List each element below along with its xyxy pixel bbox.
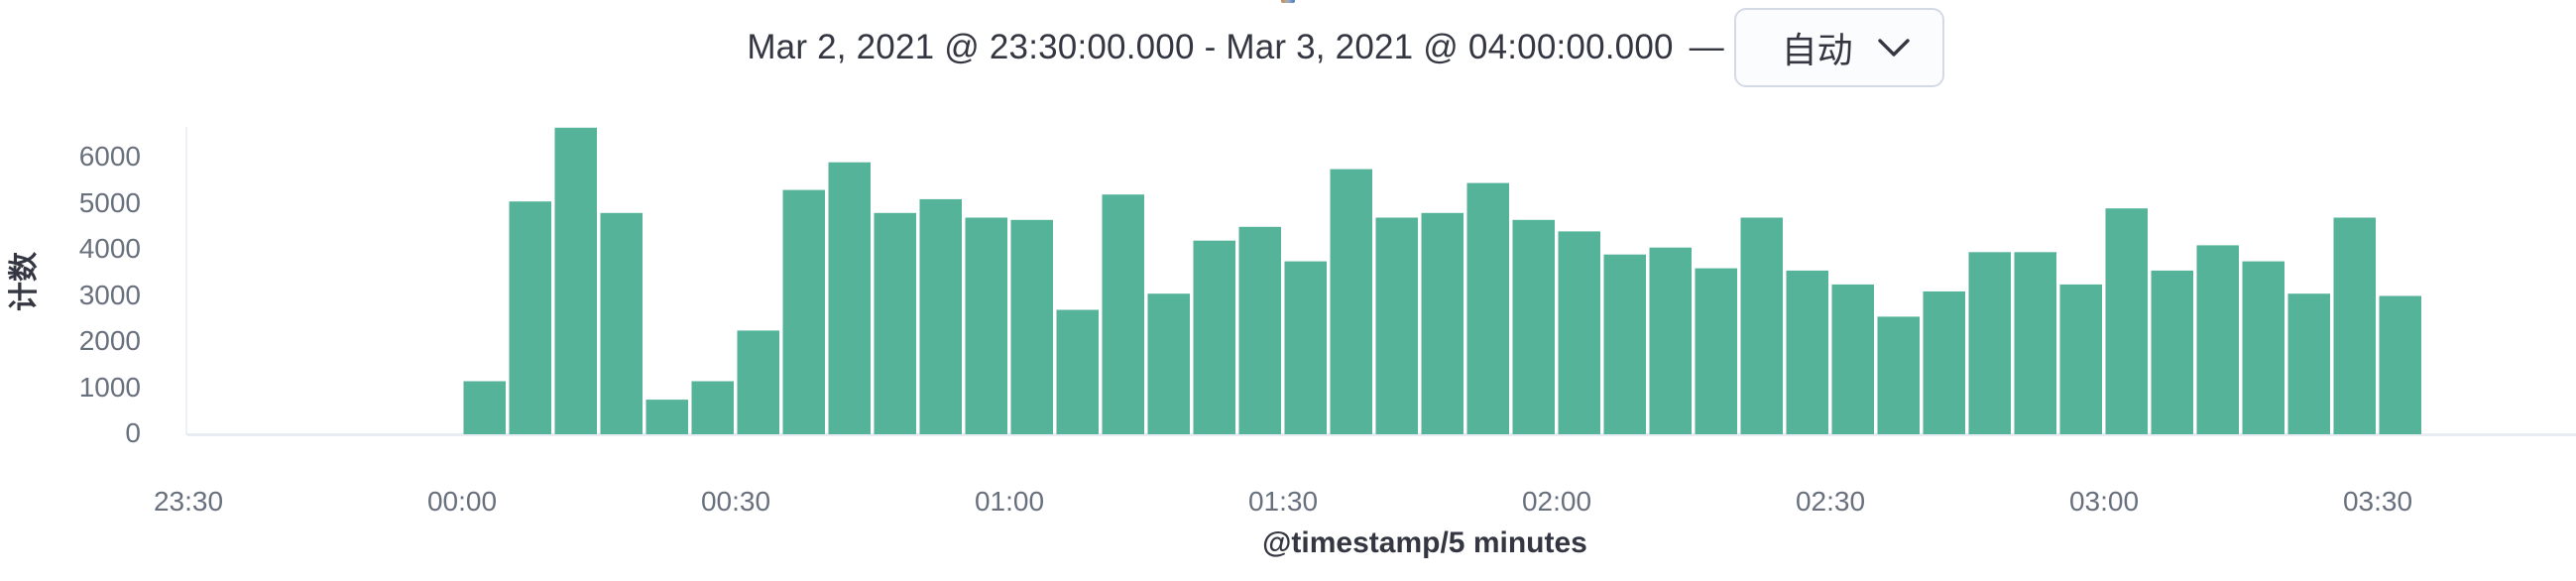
y-tick-label: 0 xyxy=(125,417,141,448)
title-separator: — xyxy=(1689,28,1724,66)
histogram-bar[interactable] xyxy=(782,189,826,434)
histogram-bar[interactable] xyxy=(1056,309,1100,435)
y-tick-label: 1000 xyxy=(78,371,141,403)
x-tick-label: 02:00 xyxy=(1521,486,1592,517)
interval-select[interactable]: 自动 xyxy=(1733,8,1944,87)
x-tick-label: 00:00 xyxy=(426,486,498,517)
histogram-bar[interactable] xyxy=(463,381,507,435)
x-tick-label: 02:30 xyxy=(1795,486,1866,517)
y-tick-label: 6000 xyxy=(78,141,141,172)
histogram-bar[interactable] xyxy=(2059,284,2103,434)
histogram-bar[interactable] xyxy=(1877,316,1921,434)
histogram-bar[interactable] xyxy=(691,381,735,435)
histogram-bar[interactable] xyxy=(1421,212,1464,434)
histogram-bar[interactable] xyxy=(2014,252,2057,434)
histogram-bar[interactable] xyxy=(2379,295,2422,435)
y-tick-label: 2000 xyxy=(78,325,141,356)
histogram-bar[interactable] xyxy=(1466,182,1510,434)
histogram-bar[interactable] xyxy=(1923,290,1966,434)
chevron-down-icon xyxy=(1877,39,1910,57)
x-axis-title: @timestamp/5 minutes xyxy=(1262,526,1587,559)
histogram-bar[interactable] xyxy=(965,217,1008,435)
histogram-bar[interactable] xyxy=(554,127,598,435)
y-tick-label: 5000 xyxy=(78,186,141,218)
histogram-bar[interactable] xyxy=(1695,268,1738,434)
x-tick-label: 00:30 xyxy=(700,486,771,517)
histogram-bar[interactable] xyxy=(1375,217,1419,435)
histogram-bar[interactable] xyxy=(645,400,689,434)
y-axis-line xyxy=(185,127,187,435)
y-tick-label: 3000 xyxy=(78,279,141,310)
histogram-bar[interactable] xyxy=(1330,169,1373,434)
histogram-bar[interactable] xyxy=(2287,293,2331,434)
histogram-bar[interactable] xyxy=(2196,245,2240,434)
histogram-bar[interactable] xyxy=(1968,252,2012,434)
histogram-bar[interactable] xyxy=(1831,284,1875,434)
x-axis-baseline xyxy=(187,433,2576,436)
histogram-bar[interactable] xyxy=(1193,240,1236,434)
histogram-bar[interactable] xyxy=(2242,261,2285,434)
histogram-bar[interactable] xyxy=(2151,270,2194,434)
histogram-bar[interactable] xyxy=(2105,208,2149,434)
histogram-bar[interactable] xyxy=(1147,293,1191,434)
y-tick-label: 4000 xyxy=(78,233,141,264)
histogram-bar[interactable] xyxy=(1238,226,1282,434)
histogram-bar[interactable] xyxy=(1558,231,1601,434)
histogram-bar[interactable] xyxy=(600,212,644,434)
histogram-bar[interactable] xyxy=(1010,219,1054,434)
histogram-bar[interactable] xyxy=(737,330,780,434)
time-range-title: Mar 2, 2021 @ 23:30:00.000 - Mar 3, 2021… xyxy=(747,28,1674,66)
x-tick-label: 01:30 xyxy=(1247,486,1319,517)
histogram-bar[interactable] xyxy=(1102,194,1145,434)
x-tick-label: 03:00 xyxy=(2068,486,2140,517)
histogram-bar[interactable] xyxy=(1284,261,1328,434)
histogram-bar[interactable] xyxy=(1786,270,1829,434)
histogram-bar[interactable] xyxy=(1740,217,1784,435)
histogram-bar[interactable] xyxy=(509,201,552,434)
cut-off-icon-fragment xyxy=(1281,0,1295,3)
histogram-bar[interactable] xyxy=(1649,247,1693,434)
histogram-bar[interactable] xyxy=(874,212,917,434)
chart-header: Mar 2, 2021 @ 23:30:00.000 - Mar 3, 2021… xyxy=(58,8,2576,87)
interval-selected-label: 自动 xyxy=(1781,30,1853,70)
histogram-bar[interactable] xyxy=(1603,254,1647,434)
histogram-bar[interactable] xyxy=(919,198,963,434)
x-tick-label: 01:00 xyxy=(974,486,1045,517)
histogram-bar[interactable] xyxy=(1512,219,1556,434)
histogram-bar[interactable] xyxy=(828,162,872,434)
histogram-bar[interactable] xyxy=(2333,217,2377,435)
x-tick-label: 03:30 xyxy=(2342,486,2413,517)
x-tick-label: 23:30 xyxy=(153,486,224,517)
